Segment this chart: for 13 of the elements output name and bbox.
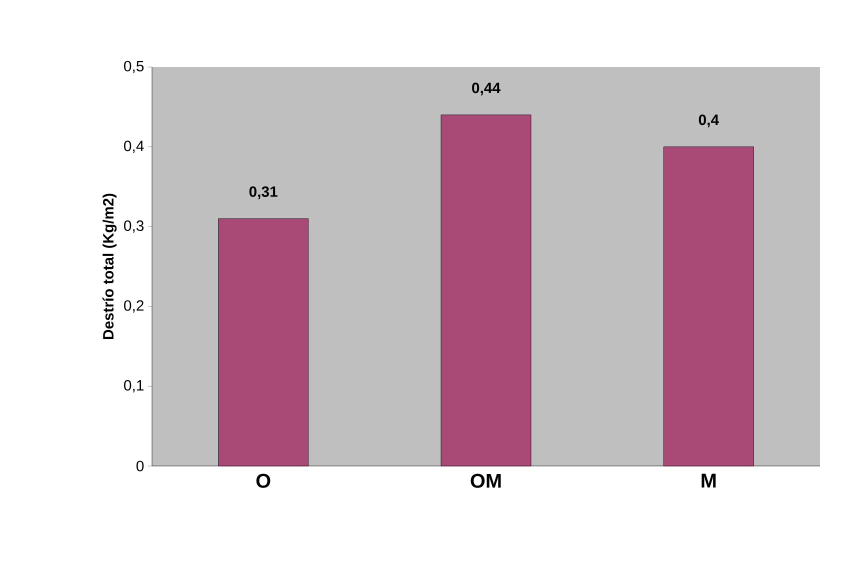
data-label: 0,4 [698,114,719,128]
y-axis-title: Destrío total (Kg/m2) [102,194,117,339]
y-tick-label: 0,4 [124,140,144,153]
y-tick-label: 0,1 [124,380,144,392]
y-tick-label: 0 [136,460,144,472]
data-label: 0,31 [249,186,278,200]
y-tick-label: 0,2 [124,300,144,313]
x-tick-label: OM [470,474,501,488]
x-tick-label: M [702,474,716,488]
data-label: 0,44 [472,82,500,96]
y-tick-label: 0,3 [124,220,144,233]
x-tick-label: O [256,474,270,488]
y-tick-label: 0,5 [124,60,144,74]
